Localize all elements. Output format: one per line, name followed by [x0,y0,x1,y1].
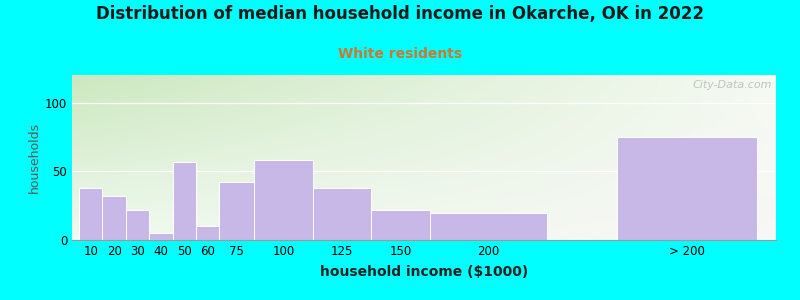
Bar [102,196,126,240]
Bar [149,233,173,240]
Bar [173,162,196,240]
Bar [313,188,371,240]
Text: City-Data.com: City-Data.com [693,80,773,90]
Bar [196,226,219,240]
Bar [254,160,313,240]
Y-axis label: households: households [28,122,41,193]
Bar [617,137,758,240]
Bar [371,210,430,240]
Text: Distribution of median household income in Okarche, OK in 2022: Distribution of median household income … [96,4,704,22]
X-axis label: household income ($1000): household income ($1000) [320,265,528,279]
Bar [126,210,149,240]
Bar [430,212,546,240]
Bar [219,182,254,240]
Bar [79,188,102,240]
Text: White residents: White residents [338,46,462,61]
